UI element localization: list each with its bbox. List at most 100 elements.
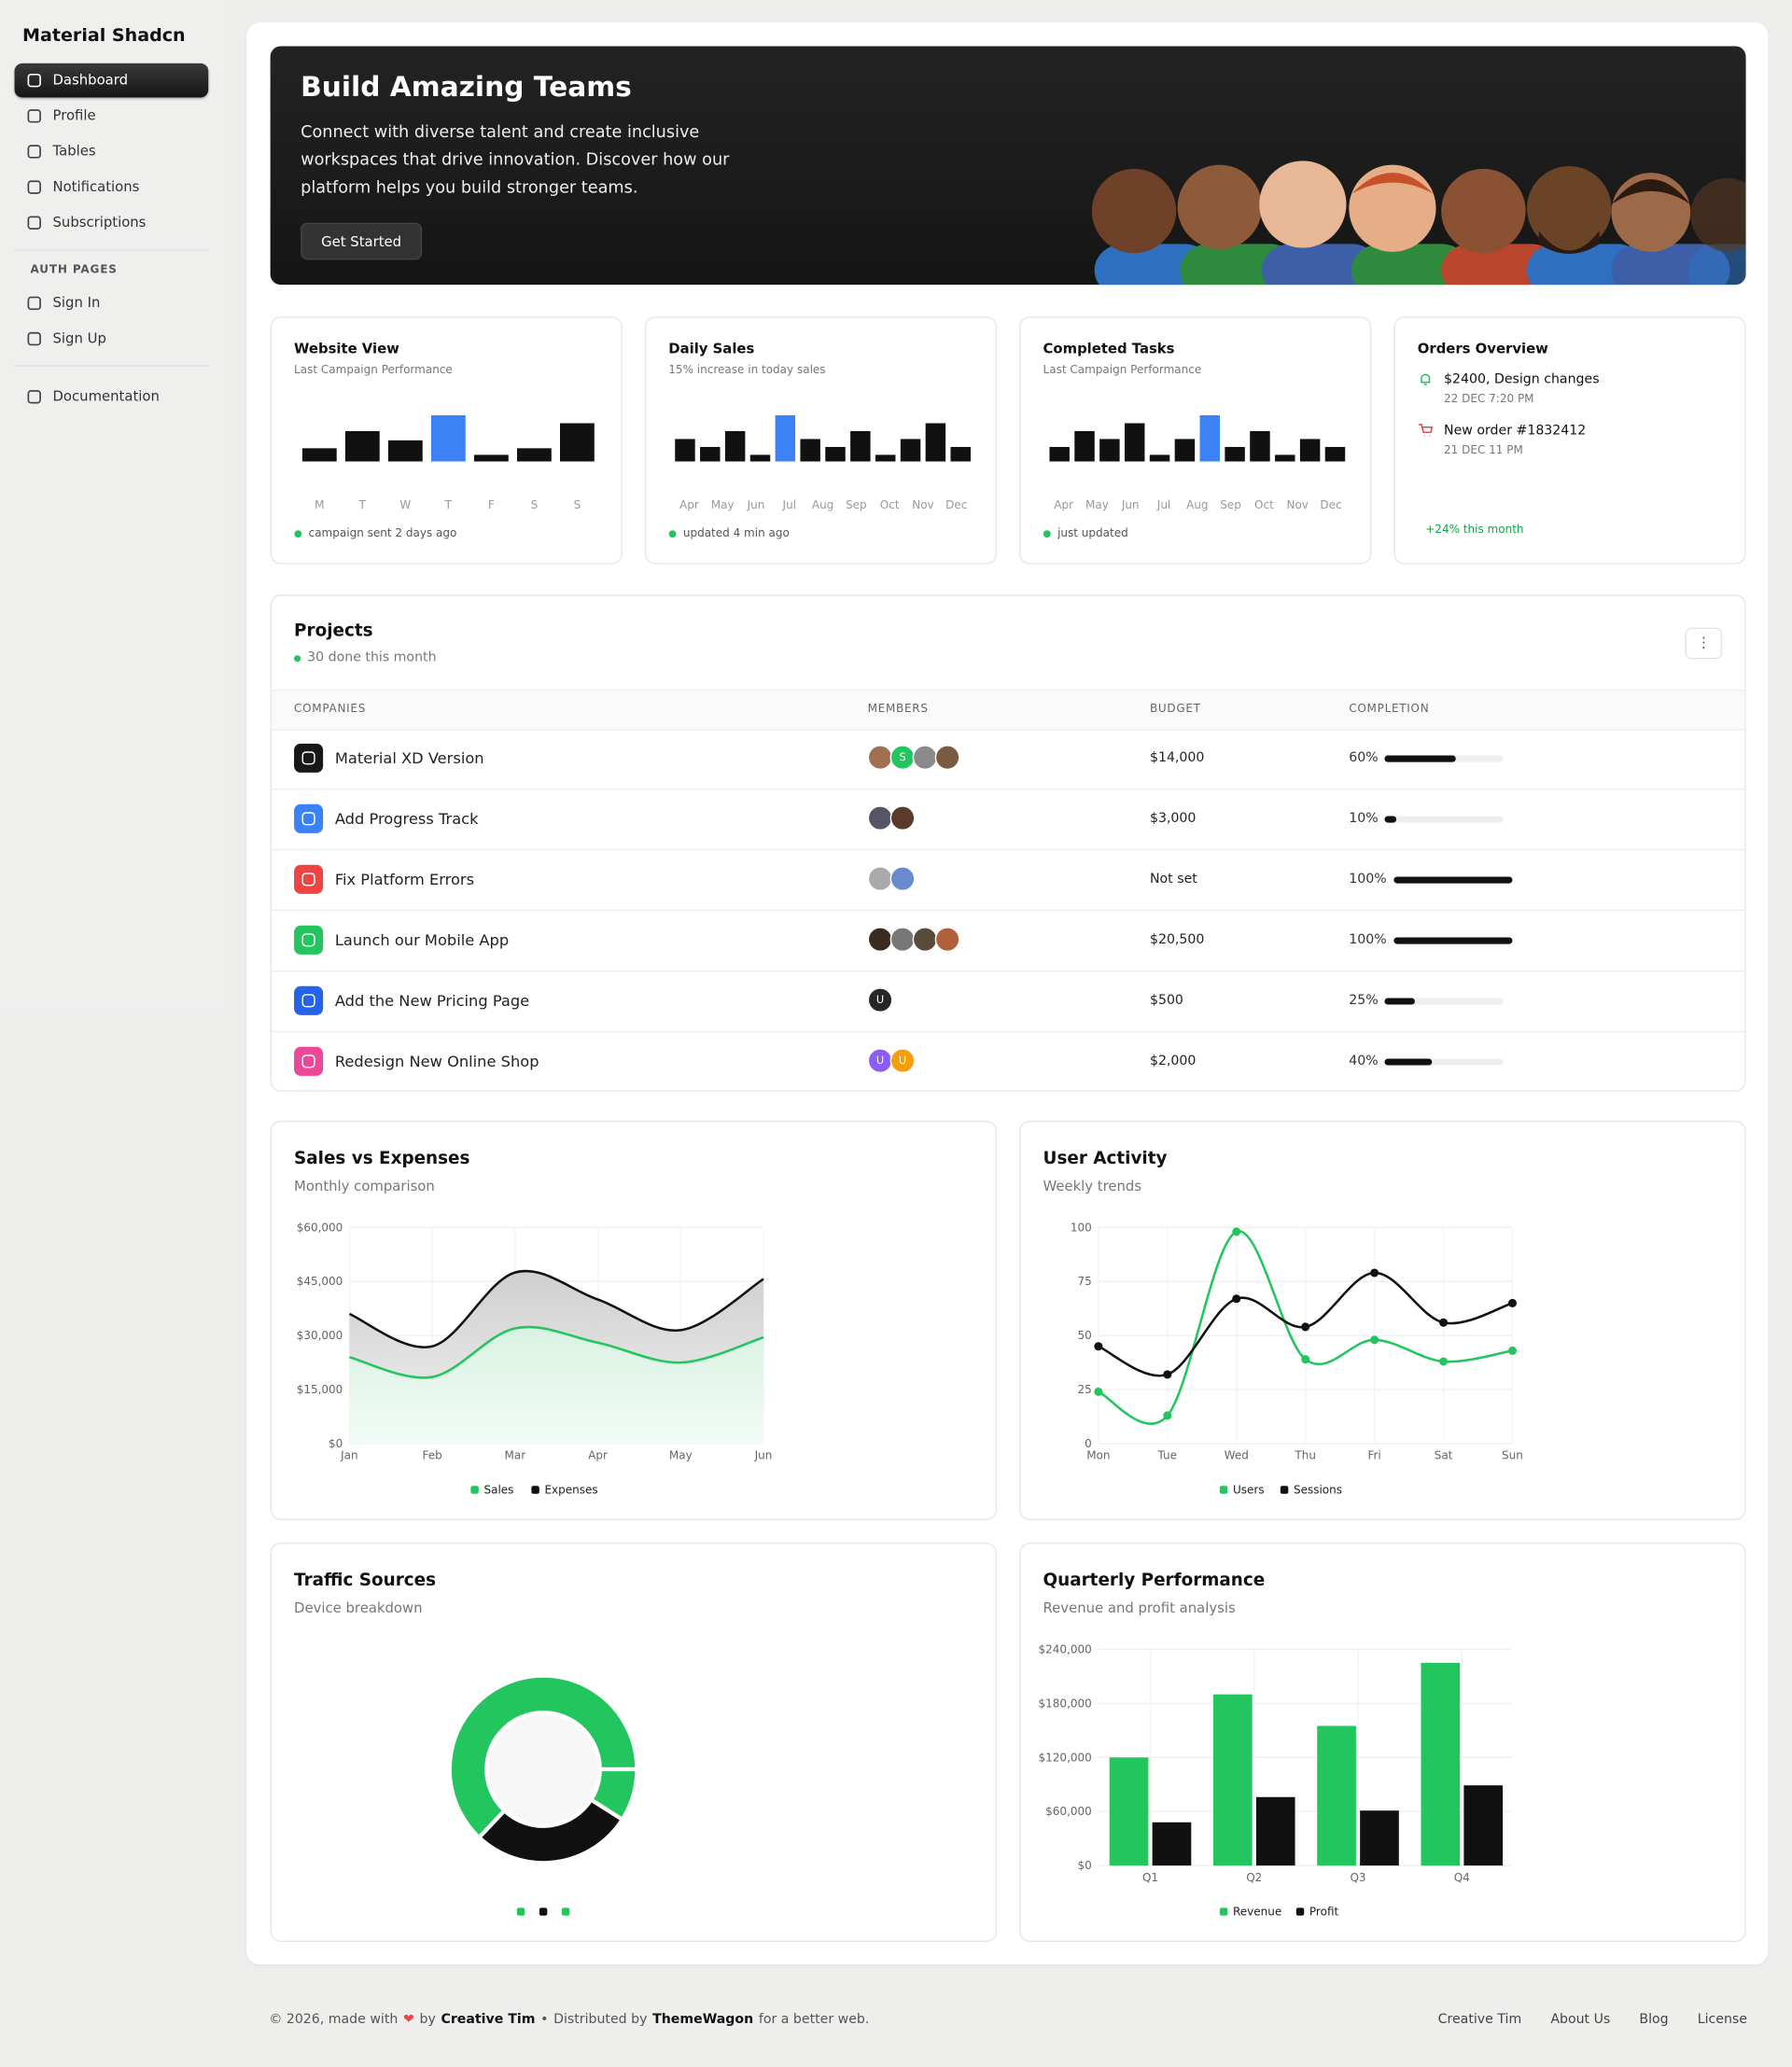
y-tick-label: $120,000 (1039, 1751, 1092, 1764)
x-tick-label: Oct (880, 498, 900, 511)
nav-item[interactable]: Notifications (52, 179, 140, 196)
x-tick-label: Nov (912, 498, 933, 511)
nav-item[interactable]: Profile (52, 107, 96, 124)
y-tick-label: $60,000 (297, 1221, 343, 1234)
chart: $0 $60,000 $120,000 $180,000 $240,000 Q1 Q2 Q3 Q… (1039, 1642, 1513, 1919)
legend-swatch (531, 1486, 539, 1494)
x-tick-label: Oct (1254, 498, 1274, 511)
y-tick-label: $15,000 (297, 1383, 343, 1396)
legend-swatch (561, 1907, 570, 1916)
legend-swatch (1219, 1486, 1228, 1494)
bar (1225, 446, 1245, 462)
bar (1421, 1662, 1461, 1866)
nav-item[interactable]: Sign In (52, 295, 101, 312)
footer-link[interactable]: Creative Tim (1437, 2012, 1522, 2028)
status-text: campaign sent 2 days ago (308, 527, 457, 541)
status-text: just updated (1057, 527, 1128, 541)
legend-swatch (539, 1907, 548, 1916)
projects-title: Projects (294, 621, 373, 642)
member-avatar (867, 927, 893, 953)
hero (270, 46, 1746, 286)
progress-bar (1393, 936, 1513, 943)
point (1301, 1355, 1310, 1364)
bar (387, 440, 423, 462)
icon-shape (27, 145, 41, 159)
progress-bar (1384, 997, 1415, 1004)
divider (14, 249, 209, 251)
bar (1074, 430, 1095, 462)
x-tick-label: S (531, 498, 539, 511)
bar (1324, 446, 1346, 462)
icon (27, 109, 41, 123)
chart-subtitle: Monthly comparison (294, 1179, 435, 1195)
y-tick-label: $240,000 (1039, 1642, 1092, 1655)
hero-button[interactable]: Get Started (301, 222, 423, 260)
footer-link[interactable]: Blog (1639, 2012, 1669, 2028)
x-tick-label: Mar (505, 1449, 526, 1462)
company-icon (294, 864, 324, 894)
footer-text: ThemeWagon (652, 2012, 754, 2028)
order-icon (1419, 424, 1434, 437)
bar (1255, 1796, 1295, 1866)
point (1370, 1268, 1379, 1278)
chart-title: Traffic Sources (294, 1571, 437, 1591)
member-avatar: S (889, 745, 916, 771)
x-tick-label: May (711, 498, 735, 511)
menu-button[interactable]: ⋮ (1685, 627, 1723, 660)
point (1094, 1387, 1103, 1396)
row-divider (272, 848, 1745, 851)
chart: 0 25 50 75 100 Mon Tue Wed Thu Fri Sat Sun Users Sess… (1071, 1221, 1523, 1496)
y-tick-label: $60,000 (1045, 1805, 1092, 1818)
chart-card: Quarterly Performance Revenue and profit … (1019, 1542, 1746, 1943)
icon-shape (27, 331, 41, 346)
order-time: 22 DEC 7:20 PM (1444, 393, 1534, 407)
icon (27, 216, 41, 230)
chart-card: Sales vs Expenses Monthly comparison $0 $15… (270, 1120, 998, 1520)
y-tick-label: $0 (1078, 1859, 1092, 1872)
progress-bar (1384, 1057, 1433, 1065)
nav-item[interactable]: Sign Up (52, 330, 106, 347)
people (1091, 161, 1746, 286)
legend-label: Users (1233, 1483, 1265, 1496)
progress-track (1384, 815, 1504, 822)
x-tick-label: Sun (1502, 1449, 1523, 1462)
icon (27, 296, 41, 311)
chart-title: User Activity (1043, 1149, 1168, 1169)
completion-label: 40% (1349, 1054, 1379, 1069)
mini-bar-chart: Apr May Jun Jul Aug Sep Oct Nov Dec (668, 415, 971, 538)
x-tick-label: T (358, 498, 367, 511)
footer-text: Distributed by (553, 2012, 648, 2028)
nav-item[interactable]: Documentation (52, 388, 160, 405)
footer-link[interactable]: About Us (1550, 2012, 1611, 2028)
card-subtitle: 15% increase in today sales (668, 363, 826, 378)
bar (1049, 446, 1070, 462)
footer-link[interactable]: License (1697, 2012, 1747, 2028)
nav-item[interactable]: Subscriptions (52, 215, 147, 231)
nav-item[interactable]: Tables (52, 143, 96, 160)
completion-label: 10% (1349, 811, 1379, 827)
bar (950, 446, 971, 462)
nav-item[interactable]: Dashboard (52, 72, 128, 89)
donut-hole (488, 1714, 598, 1824)
icon-shape (27, 109, 41, 123)
card-title: Website View (294, 341, 399, 357)
x-tick-label: Sep (846, 498, 867, 511)
icon-shape (27, 180, 41, 194)
footer-text: by (419, 2012, 436, 2028)
bar (724, 430, 746, 462)
x-tick-label: May (669, 1449, 693, 1462)
footer-text: ❤ (402, 2012, 414, 2028)
member-avatar (912, 927, 938, 953)
point (1370, 1335, 1379, 1345)
legend-label: Revenue (1233, 1906, 1281, 1919)
x-tick-label: Feb (422, 1449, 441, 1462)
area-fill (349, 1327, 764, 1445)
x-tick-label: M (315, 498, 324, 511)
x-tick-label: Jan (340, 1449, 358, 1462)
x-tick-label: Apr (588, 1449, 608, 1462)
progress-bar (1384, 815, 1397, 822)
bar (900, 439, 921, 462)
bar (1212, 1694, 1253, 1866)
bar (925, 423, 946, 462)
